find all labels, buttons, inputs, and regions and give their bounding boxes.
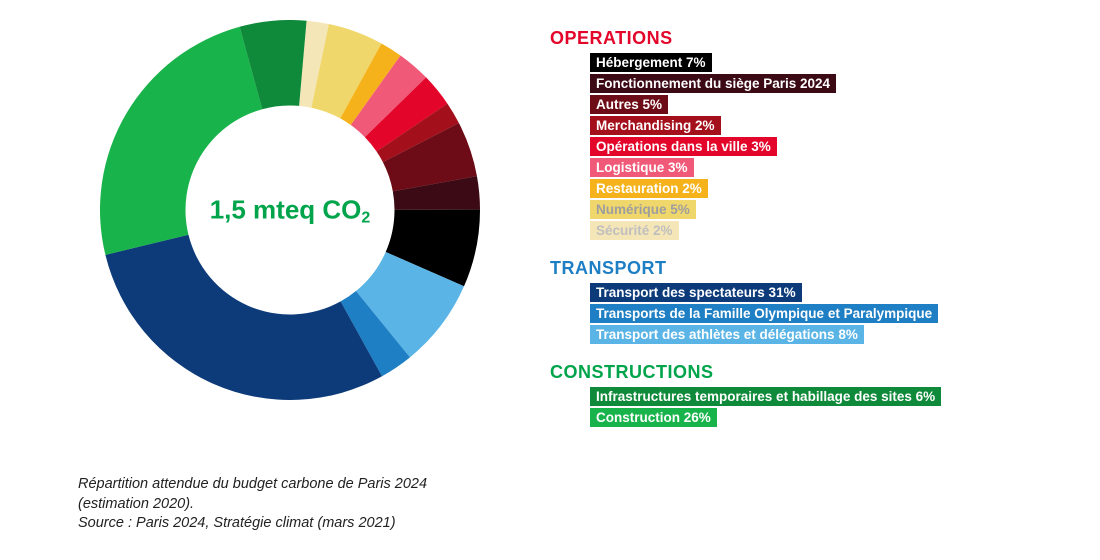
legend-group: CONSTRUCTIONS Infrastructures temporaires…: [550, 362, 1080, 427]
legend-label: Sécurité 2%: [590, 221, 679, 240]
chart-container: 1,5 mteq CO2 Répartition attendue du bud…: [0, 0, 1100, 560]
legend-label: Restauration 2%: [590, 179, 708, 198]
legend-item: Transport des spectateurs 31%: [550, 283, 1080, 302]
legend-label: Transport des athlètes et délégations 8%: [590, 325, 864, 344]
legend-group-title: CONSTRUCTIONS: [550, 362, 1080, 383]
legend-swatch: [550, 97, 590, 112]
legend-group: TRANSPORT Transport des spectateurs 31% Tr…: [550, 258, 1080, 344]
legend-label: Numérique 5%: [590, 200, 696, 219]
legend-swatch: [550, 223, 590, 238]
legend-item: Autres 5%: [550, 95, 1080, 114]
legend-item: Sécurité 2%: [550, 221, 1080, 240]
legend-item: Fonctionnement du siège Paris 2024: [550, 74, 1080, 93]
legend-swatch: [550, 160, 590, 175]
legend-label: Fonctionnement du siège Paris 2024: [590, 74, 836, 93]
legend-label: Transports de la Famille Olympique et Pa…: [590, 304, 938, 323]
legend-label: Infrastructures temporaires et habillage…: [590, 387, 941, 406]
legend-label: Construction 26%: [590, 408, 717, 427]
legend-label: Autres 5%: [590, 95, 668, 114]
legend-group-title: OPERATIONS: [550, 28, 1080, 49]
caption-line-1: Répartition attendue du budget carbone d…: [78, 475, 458, 514]
donut-chart: 1,5 mteq CO2: [100, 20, 480, 400]
caption-line-2: Source : Paris 2024, Stratégie climat (m…: [78, 514, 458, 534]
legend-group-title: TRANSPORT: [550, 258, 1080, 279]
legend-swatch: [550, 389, 590, 404]
donut-center-label: 1,5 mteq CO2: [210, 195, 371, 226]
legend-swatch: [550, 181, 590, 196]
legend-item: Merchandising 2%: [550, 116, 1080, 135]
chart-left-panel: 1,5 mteq CO2 Répartition attendue du bud…: [0, 0, 540, 560]
legend-swatch: [550, 55, 590, 70]
legend-label: Transport des spectateurs 31%: [590, 283, 802, 302]
legend-label: Logistique 3%: [590, 158, 694, 177]
legend-item: Construction 26%: [550, 408, 1080, 427]
legend-item: Restauration 2%: [550, 179, 1080, 198]
legend-item: Transport des athlètes et délégations 8%: [550, 325, 1080, 344]
legend-item: Opérations dans la ville 3%: [550, 137, 1080, 156]
donut-slice-transp_spect: [105, 235, 382, 400]
legend-swatch: [550, 285, 590, 300]
legend-swatch: [550, 118, 590, 133]
legend-label: Hébergement 7%: [590, 53, 712, 72]
chart-caption: Répartition attendue du budget carbone d…: [78, 475, 458, 534]
legend-label: Opérations dans la ville 3%: [590, 137, 777, 156]
legend-label: Merchandising 2%: [590, 116, 721, 135]
legend-group: OPERATIONS Hébergement 7% Fonctionnement d…: [550, 28, 1080, 240]
legend-item: Logistique 3%: [550, 158, 1080, 177]
legend-item: Numérique 5%: [550, 200, 1080, 219]
legend-swatch: [550, 76, 590, 91]
legend-panel: OPERATIONS Hébergement 7% Fonctionnement d…: [540, 0, 1100, 560]
legend-swatch: [550, 139, 590, 154]
legend-item: Transports de la Famille Olympique et Pa…: [550, 304, 1080, 323]
legend-swatch: [550, 202, 590, 217]
legend-swatch: [550, 410, 590, 425]
legend-swatch: [550, 306, 590, 321]
legend-item: Hébergement 7%: [550, 53, 1080, 72]
legend-item: Infrastructures temporaires et habillage…: [550, 387, 1080, 406]
legend-swatch: [550, 327, 590, 342]
